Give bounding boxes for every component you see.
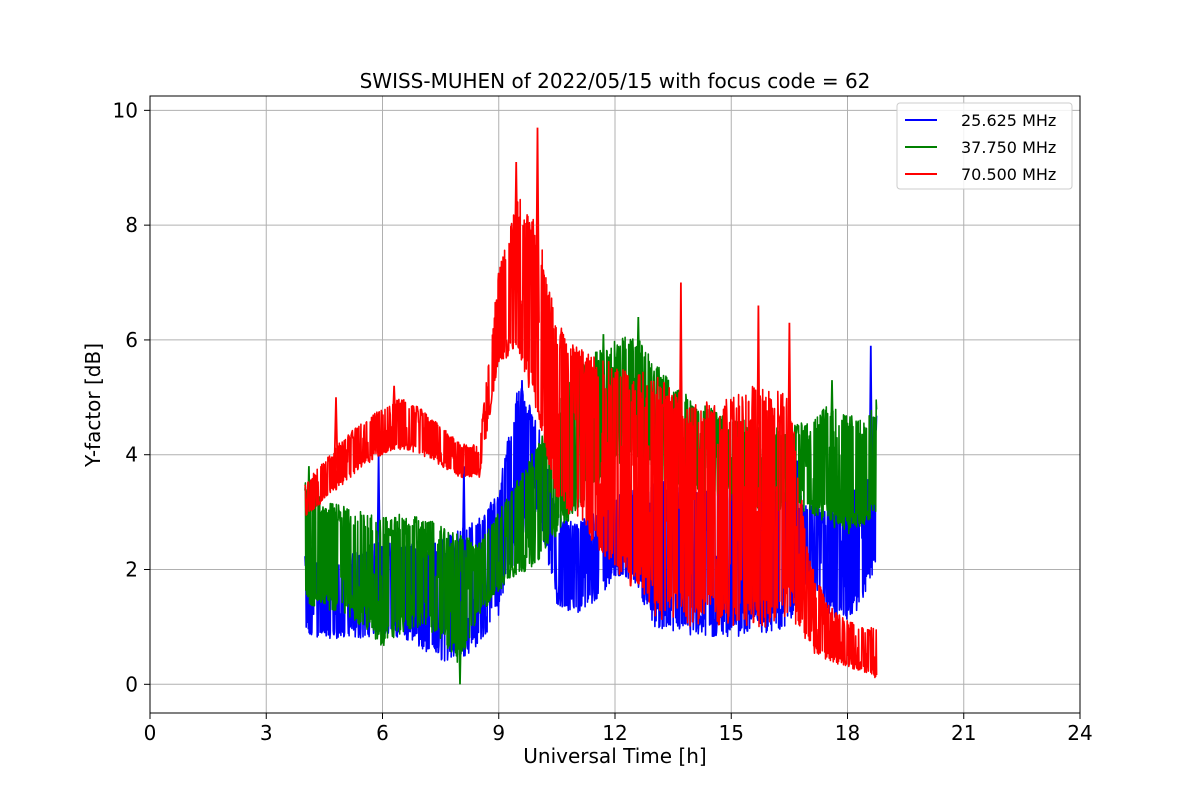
series-spike — [519, 380, 525, 464]
x-tick-label: 24 — [1067, 721, 1092, 745]
x-tick-label: 9 — [492, 721, 505, 745]
legend-label: 37.750 MHz — [961, 138, 1056, 157]
x-tick-label: 12 — [602, 721, 627, 745]
x-tick-label: 21 — [951, 721, 976, 745]
y-tick-label: 8 — [125, 213, 138, 237]
series-spike — [333, 397, 339, 469]
x-tick-label: 3 — [260, 721, 273, 745]
series-spike — [391, 385, 397, 427]
series-spike — [306, 466, 312, 544]
legend-box — [896, 102, 1073, 190]
legend-label: 25.625 MHz — [961, 111, 1056, 130]
x-axis-label: Universal Time [h] — [523, 744, 706, 768]
series-spike — [635, 316, 641, 400]
legend-label: 70.500 MHz — [961, 165, 1056, 184]
series-spike — [457, 601, 463, 685]
series-spike — [513, 161, 519, 279]
y-tick-label: 6 — [125, 328, 138, 352]
x-tick-label: 0 — [144, 721, 157, 745]
series-spike — [535, 127, 540, 323]
series-spike — [678, 282, 684, 509]
series-spike — [829, 380, 835, 466]
y-axis-label: Y-factor [dB] — [81, 343, 105, 468]
y-tick-label: 4 — [125, 443, 138, 467]
y-tick-label: 2 — [125, 558, 138, 582]
plot-area — [304, 127, 878, 685]
x-tick-label: 18 — [835, 721, 860, 745]
legend: 25.625 MHz 37.750 MHz 70.500 MHz — [896, 102, 1073, 190]
series-spike — [755, 305, 761, 508]
x-tick-label: 6 — [376, 721, 389, 745]
y-tick-label: 10 — [113, 98, 138, 122]
y-tick-label: 0 — [125, 672, 138, 696]
series-line — [304, 198, 878, 679]
chart-title: SWISS-MUHEN of 2022/05/15 with focus cod… — [360, 69, 871, 93]
x-tick-label: 15 — [719, 721, 744, 745]
series-spike — [786, 322, 792, 501]
